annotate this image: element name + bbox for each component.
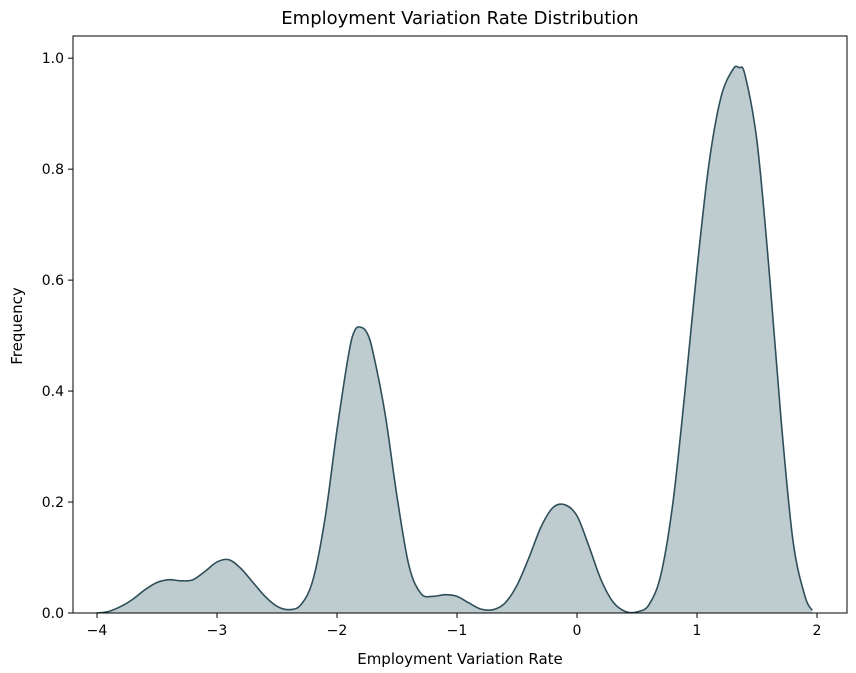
y-tick-label: 0.4 bbox=[42, 384, 64, 400]
y-axis-ticks: 0.0 0.2 0.4 0.6 0.8 1.0 bbox=[42, 51, 73, 622]
y-tick-label: 0.2 bbox=[42, 495, 64, 511]
y-tick-label: 0.6 bbox=[42, 273, 64, 289]
x-axis-ticks: −4 −3 −2 −1 0 1 2 bbox=[87, 613, 822, 639]
x-tick-label: −2 bbox=[327, 623, 348, 639]
x-tick-label: 1 bbox=[693, 623, 702, 639]
y-axis-label: Frequency bbox=[8, 287, 26, 365]
x-tick-label: −1 bbox=[447, 623, 468, 639]
plot-frame bbox=[72, 35, 848, 614]
x-axis-label: Employment Variation Rate bbox=[357, 650, 563, 668]
chart-title: Employment Variation Rate Distribution bbox=[281, 8, 638, 29]
y-tick-label: 0.8 bbox=[42, 162, 64, 178]
density-curve-line bbox=[96, 65, 813, 614]
x-tick-label: −4 bbox=[87, 623, 108, 639]
x-tick-label: −3 bbox=[207, 623, 228, 639]
density-area-fill bbox=[97, 66, 813, 614]
x-tick-label: 0 bbox=[573, 623, 582, 639]
y-tick-label: 0.0 bbox=[42, 606, 64, 622]
x-tick-label: 2 bbox=[813, 623, 822, 639]
y-tick-label: 1.0 bbox=[42, 51, 64, 67]
